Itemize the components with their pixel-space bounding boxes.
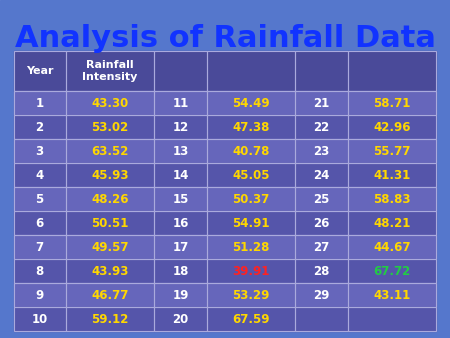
Text: 44.67: 44.67 bbox=[374, 241, 411, 254]
Text: 54.91: 54.91 bbox=[232, 217, 270, 230]
Text: 2: 2 bbox=[36, 121, 44, 134]
Text: 6: 6 bbox=[36, 217, 44, 230]
Text: 27: 27 bbox=[314, 241, 330, 254]
Text: 58.71: 58.71 bbox=[374, 97, 411, 110]
Text: 20: 20 bbox=[172, 313, 189, 326]
Text: 28: 28 bbox=[313, 265, 330, 278]
Text: 48.26: 48.26 bbox=[91, 193, 129, 206]
Text: 14: 14 bbox=[172, 169, 189, 182]
Text: 47.38: 47.38 bbox=[232, 121, 270, 134]
Text: 26: 26 bbox=[313, 217, 330, 230]
Text: 54.49: 54.49 bbox=[232, 97, 270, 110]
Text: 23: 23 bbox=[314, 145, 330, 158]
Text: 53.29: 53.29 bbox=[232, 289, 270, 302]
Text: 15: 15 bbox=[172, 193, 189, 206]
Text: 39.91: 39.91 bbox=[232, 265, 270, 278]
Text: 48.21: 48.21 bbox=[374, 217, 411, 230]
Text: 42.96: 42.96 bbox=[374, 121, 411, 134]
Text: 7: 7 bbox=[36, 241, 44, 254]
Text: 18: 18 bbox=[172, 265, 189, 278]
Text: 10: 10 bbox=[32, 313, 48, 326]
Text: 46.77: 46.77 bbox=[91, 289, 129, 302]
Text: Rainfall
Intensity: Rainfall Intensity bbox=[82, 60, 138, 82]
Text: 67.72: 67.72 bbox=[374, 265, 411, 278]
Text: 41.31: 41.31 bbox=[374, 169, 411, 182]
Text: 12: 12 bbox=[172, 121, 189, 134]
Text: 13: 13 bbox=[172, 145, 189, 158]
Text: 24: 24 bbox=[313, 169, 330, 182]
Text: 51.28: 51.28 bbox=[232, 241, 270, 254]
Text: 40.78: 40.78 bbox=[232, 145, 270, 158]
Text: 29: 29 bbox=[313, 289, 330, 302]
Text: 11: 11 bbox=[172, 97, 189, 110]
Text: 5: 5 bbox=[36, 193, 44, 206]
Text: 43.30: 43.30 bbox=[91, 97, 129, 110]
Text: 63.52: 63.52 bbox=[91, 145, 129, 158]
Text: 50.51: 50.51 bbox=[91, 217, 129, 230]
Text: 49.57: 49.57 bbox=[91, 241, 129, 254]
Text: 67.59: 67.59 bbox=[232, 313, 270, 326]
Text: 45.05: 45.05 bbox=[232, 169, 270, 182]
Text: 1: 1 bbox=[36, 97, 44, 110]
Text: 22: 22 bbox=[314, 121, 330, 134]
Text: 4: 4 bbox=[36, 169, 44, 182]
Text: 45.93: 45.93 bbox=[91, 169, 129, 182]
Text: 53.02: 53.02 bbox=[91, 121, 129, 134]
Text: 9: 9 bbox=[36, 289, 44, 302]
Text: Year: Year bbox=[26, 66, 54, 76]
Text: 3: 3 bbox=[36, 145, 44, 158]
Text: 17: 17 bbox=[172, 241, 189, 254]
Text: 25: 25 bbox=[313, 193, 330, 206]
Text: 43.93: 43.93 bbox=[91, 265, 129, 278]
Text: 59.12: 59.12 bbox=[91, 313, 129, 326]
Text: 55.77: 55.77 bbox=[374, 145, 411, 158]
Text: 19: 19 bbox=[172, 289, 189, 302]
Text: Analysis of Rainfall Data: Analysis of Rainfall Data bbox=[14, 24, 436, 53]
Text: 43.11: 43.11 bbox=[374, 289, 411, 302]
Text: 50.37: 50.37 bbox=[233, 193, 270, 206]
Text: 8: 8 bbox=[36, 265, 44, 278]
Text: 58.83: 58.83 bbox=[374, 193, 411, 206]
Text: 16: 16 bbox=[172, 217, 189, 230]
Text: 21: 21 bbox=[314, 97, 330, 110]
